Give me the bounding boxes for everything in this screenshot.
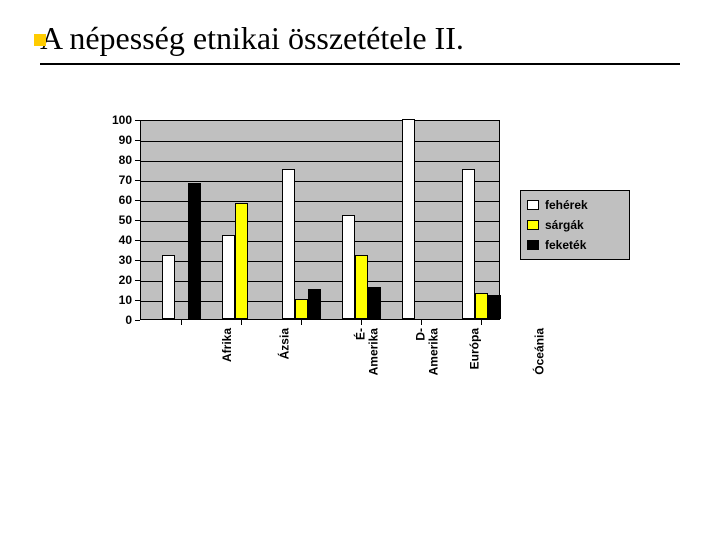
plot-area: [140, 120, 500, 320]
x-tick-label: É- Amerika: [354, 328, 380, 375]
y-axis: 0102030405060708090100: [80, 120, 140, 320]
x-tick-mark: [361, 320, 362, 325]
y-tick-label: 80: [82, 153, 132, 167]
bar: [308, 289, 321, 319]
bar: [355, 255, 368, 319]
y-tick-label: 70: [82, 173, 132, 187]
x-tick-label: Afrika: [221, 328, 234, 362]
bar: [475, 293, 488, 319]
y-tick-label: 90: [82, 133, 132, 147]
bar: [368, 287, 381, 319]
x-axis: AfrikaÁzsiaÉ- AmerikaD- AmerikaEurópaÓce…: [140, 320, 500, 460]
y-tick-label: 100: [82, 113, 132, 127]
legend-swatch: [527, 240, 539, 250]
gridline: [141, 181, 499, 182]
bar: [295, 299, 308, 319]
x-tick-label: Európa: [468, 328, 481, 369]
bar: [342, 215, 355, 319]
y-tick-label: 10: [82, 293, 132, 307]
title-wrap: A népesség etnikai összetétele II.: [40, 20, 680, 65]
legend-label: feketék: [545, 238, 586, 252]
x-tick-label: Ázsia: [278, 328, 291, 359]
x-tick-mark: [241, 320, 242, 325]
legend-swatch: [527, 220, 539, 230]
title-underline: [40, 63, 680, 65]
title-accent-square: [34, 34, 46, 46]
y-tick-label: 30: [82, 253, 132, 267]
x-tick-mark: [301, 320, 302, 325]
y-tick-label: 50: [82, 213, 132, 227]
gridline: [141, 141, 499, 142]
bar: [235, 203, 248, 319]
x-tick-label: D- Amerika: [414, 328, 440, 375]
legend-item: fehérek: [527, 195, 623, 215]
chart: 0102030405060708090100 AfrikaÁzsiaÉ- Ame…: [80, 120, 640, 480]
legend-label: sárgák: [545, 218, 584, 232]
bar: [282, 169, 295, 319]
bar: [488, 295, 501, 319]
legend-item: sárgák: [527, 215, 623, 235]
y-tick-label: 60: [82, 193, 132, 207]
bar: [162, 255, 175, 319]
bar: [222, 235, 235, 319]
x-tick-mark: [421, 320, 422, 325]
y-tick-label: 40: [82, 233, 132, 247]
legend: fehérek sárgák feketék: [520, 190, 630, 260]
x-tick-label: Óceánia: [533, 328, 546, 375]
bar: [402, 119, 415, 319]
legend-swatch: [527, 200, 539, 210]
gridline: [141, 161, 499, 162]
legend-label: fehérek: [545, 198, 588, 212]
x-tick-mark: [181, 320, 182, 325]
y-tick-label: 0: [82, 313, 132, 327]
bar: [188, 183, 201, 319]
legend-item: feketék: [527, 235, 623, 255]
y-tick-label: 20: [82, 273, 132, 287]
page-title: A népesség etnikai összetétele II.: [40, 20, 680, 57]
x-tick-mark: [481, 320, 482, 325]
bar: [462, 169, 475, 319]
slide: A népesség etnikai összetétele II. 0 10 20…: [0, 0, 720, 540]
